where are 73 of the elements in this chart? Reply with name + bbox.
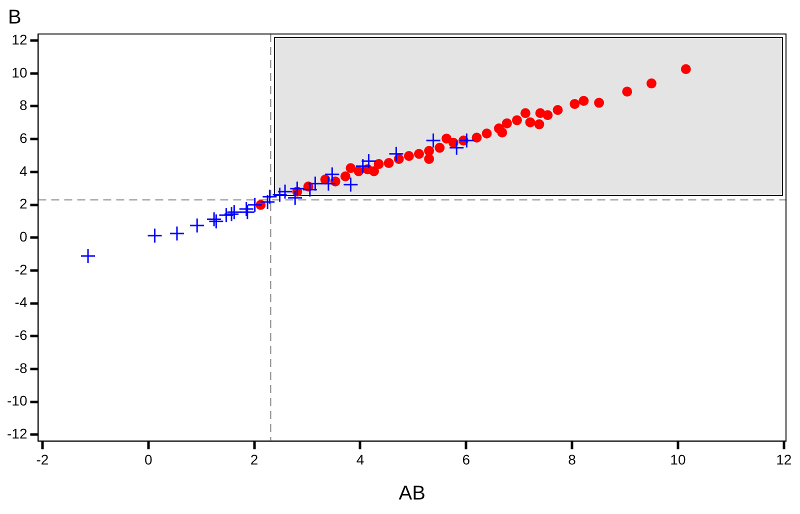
point [414, 148, 424, 159]
y-tick-label: -10 [7, 392, 28, 409]
point [260, 194, 276, 210]
point [552, 105, 563, 116]
x-axis-title: AB [398, 482, 426, 505]
y-tick-label: -6 [14, 326, 28, 343]
point [342, 176, 358, 192]
y-tick-label: -8 [14, 360, 28, 376]
x-tick-label: 10 [670, 451, 686, 468]
x-tick-label: 6 [462, 451, 470, 468]
y-tick-label: 2 [19, 196, 28, 212]
point [388, 146, 404, 162]
y-tick-label: -12 [7, 425, 28, 442]
point [360, 153, 376, 169]
x-tick-label: 12 [776, 451, 792, 468]
point [374, 159, 384, 170]
y-axis-title: B [8, 6, 22, 29]
y-tick-label: -4 [14, 294, 28, 310]
point [442, 134, 452, 144]
y-tick-label: 6 [19, 130, 28, 146]
point [534, 119, 544, 130]
point [520, 108, 530, 118]
point [622, 86, 632, 97]
point [594, 98, 604, 108]
point [424, 154, 434, 164]
point [578, 96, 589, 106]
x-tick-label: 8 [568, 451, 576, 468]
point [458, 132, 474, 148]
point [307, 176, 323, 192]
point [146, 228, 162, 244]
point [247, 197, 263, 213]
point [424, 146, 434, 156]
point [302, 182, 318, 198]
point [472, 132, 482, 143]
point [320, 176, 336, 192]
point [525, 117, 536, 128]
point [340, 171, 350, 182]
y-tick-label: 4 [19, 162, 28, 179]
y-tick-label: -2 [14, 261, 28, 278]
point [169, 226, 185, 242]
point [189, 218, 205, 234]
point [324, 166, 340, 182]
point [482, 128, 492, 138]
point [346, 163, 356, 174]
x-tick-label: -2 [36, 451, 49, 468]
point [384, 158, 394, 168]
point [404, 150, 414, 161]
point [434, 142, 445, 153]
point [355, 158, 371, 174]
point [570, 98, 580, 109]
point [368, 166, 379, 176]
point [448, 140, 464, 156]
point [646, 78, 656, 88]
x-tick-label: 0 [144, 451, 152, 468]
point [238, 201, 254, 217]
point [497, 128, 508, 138]
point [80, 248, 96, 264]
point [426, 132, 442, 148]
y-tick-label: 12 [12, 31, 28, 48]
y-tick-label: 8 [19, 97, 28, 114]
point [542, 110, 553, 120]
y-tick-label: 10 [12, 64, 28, 80]
x-tick-label: 4 [356, 451, 364, 468]
y-tick-label: 0 [19, 228, 28, 244]
point [240, 204, 256, 220]
x-tick-label: 2 [250, 451, 258, 468]
point [680, 64, 691, 74]
point [262, 188, 278, 204]
point [289, 180, 305, 196]
point [272, 186, 288, 202]
point [218, 207, 234, 223]
point [512, 115, 522, 126]
point [502, 118, 512, 128]
